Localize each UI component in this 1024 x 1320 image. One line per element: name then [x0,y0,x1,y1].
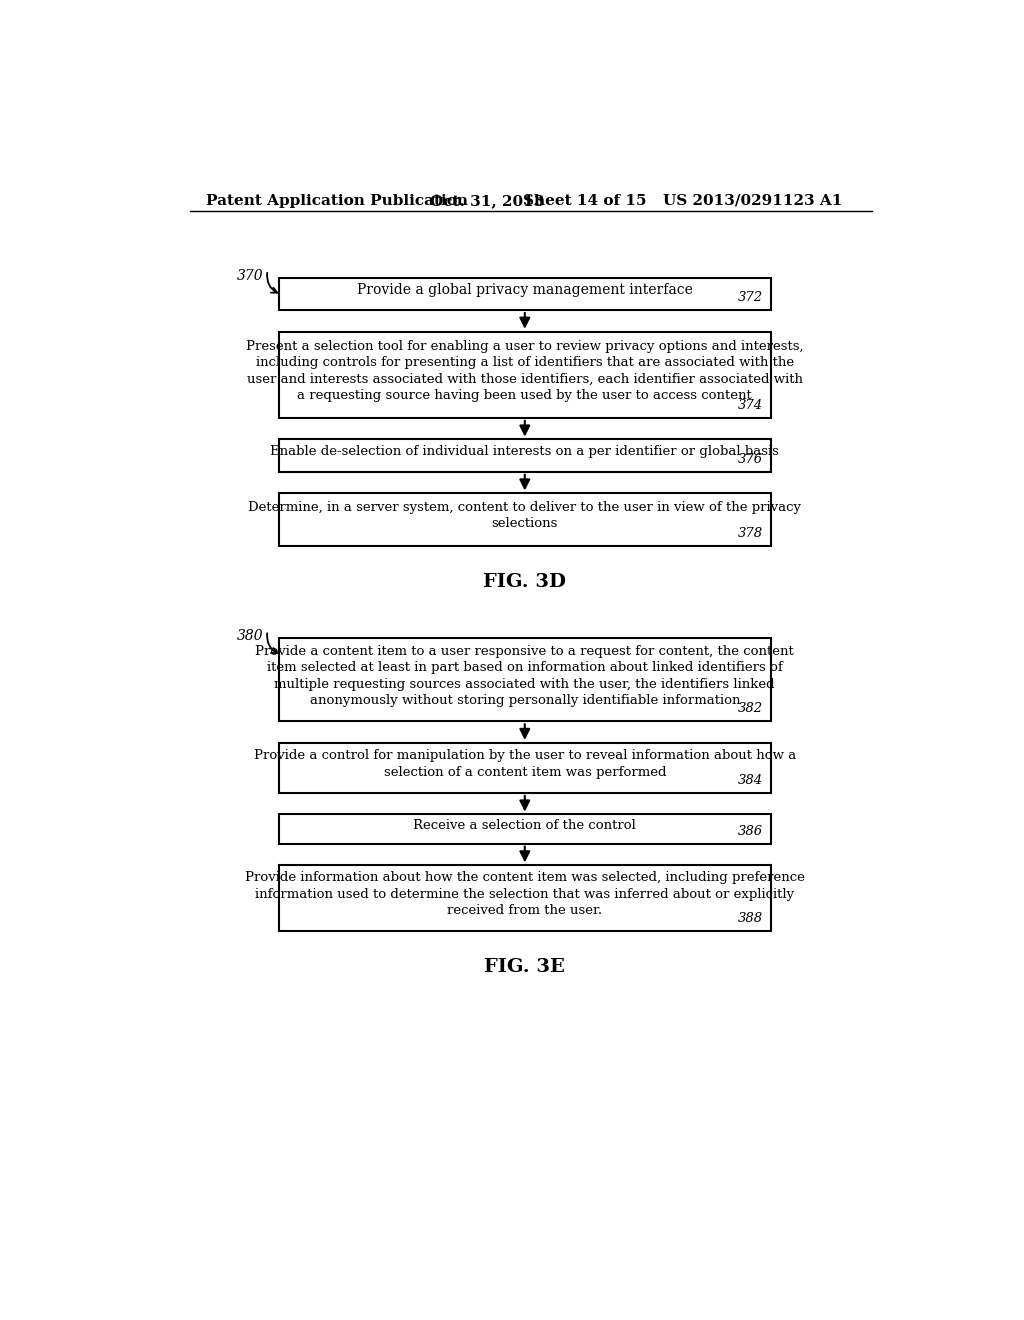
Text: US 2013/0291123 A1: US 2013/0291123 A1 [663,194,842,207]
Bar [279,494,771,545]
Text: 384: 384 [738,774,763,787]
Bar [279,743,771,793]
Text: Provide a control for manipulation by the user to reveal information about how a: Provide a control for manipulation by th… [254,750,796,779]
Text: Provide a content item to a user responsive to a request for content, the conten: Provide a content item to a user respons… [255,644,795,708]
Text: Enable de-selection of individual interests on a per identifier or global basis: Enable de-selection of individual intere… [270,445,779,458]
Text: Patent Application Publication: Patent Application Publication [206,194,468,207]
Text: 376: 376 [738,453,763,466]
Text: 372: 372 [738,290,763,304]
Text: Provide a global privacy management interface: Provide a global privacy management inte… [356,282,693,297]
Text: 374: 374 [738,399,763,412]
Text: 380: 380 [237,628,263,643]
Text: Receive a selection of the control: Receive a selection of the control [414,818,636,832]
Text: 388: 388 [738,912,763,924]
Bar [279,277,771,310]
Bar [279,440,771,471]
Text: FIG. 3E: FIG. 3E [484,958,565,975]
Text: 382: 382 [738,702,763,715]
Bar [279,638,771,721]
Text: 378: 378 [738,527,763,540]
Text: Present a selection tool for enabling a user to review privacy options and inter: Present a selection tool for enabling a … [246,339,804,403]
Text: Sheet 14 of 15: Sheet 14 of 15 [523,194,647,207]
Bar [279,814,771,843]
Text: 386: 386 [738,825,763,837]
Text: 370: 370 [237,268,263,282]
Text: Oct. 31, 2013: Oct. 31, 2013 [430,194,545,207]
Bar [279,331,771,418]
Text: Provide information about how the content item was selected, including preferenc: Provide information about how the conten… [245,871,805,917]
Text: Determine, in a server system, content to deliver to the user in view of the pri: Determine, in a server system, content t… [248,500,802,531]
Bar [279,866,771,931]
Text: FIG. 3D: FIG. 3D [483,573,566,590]
